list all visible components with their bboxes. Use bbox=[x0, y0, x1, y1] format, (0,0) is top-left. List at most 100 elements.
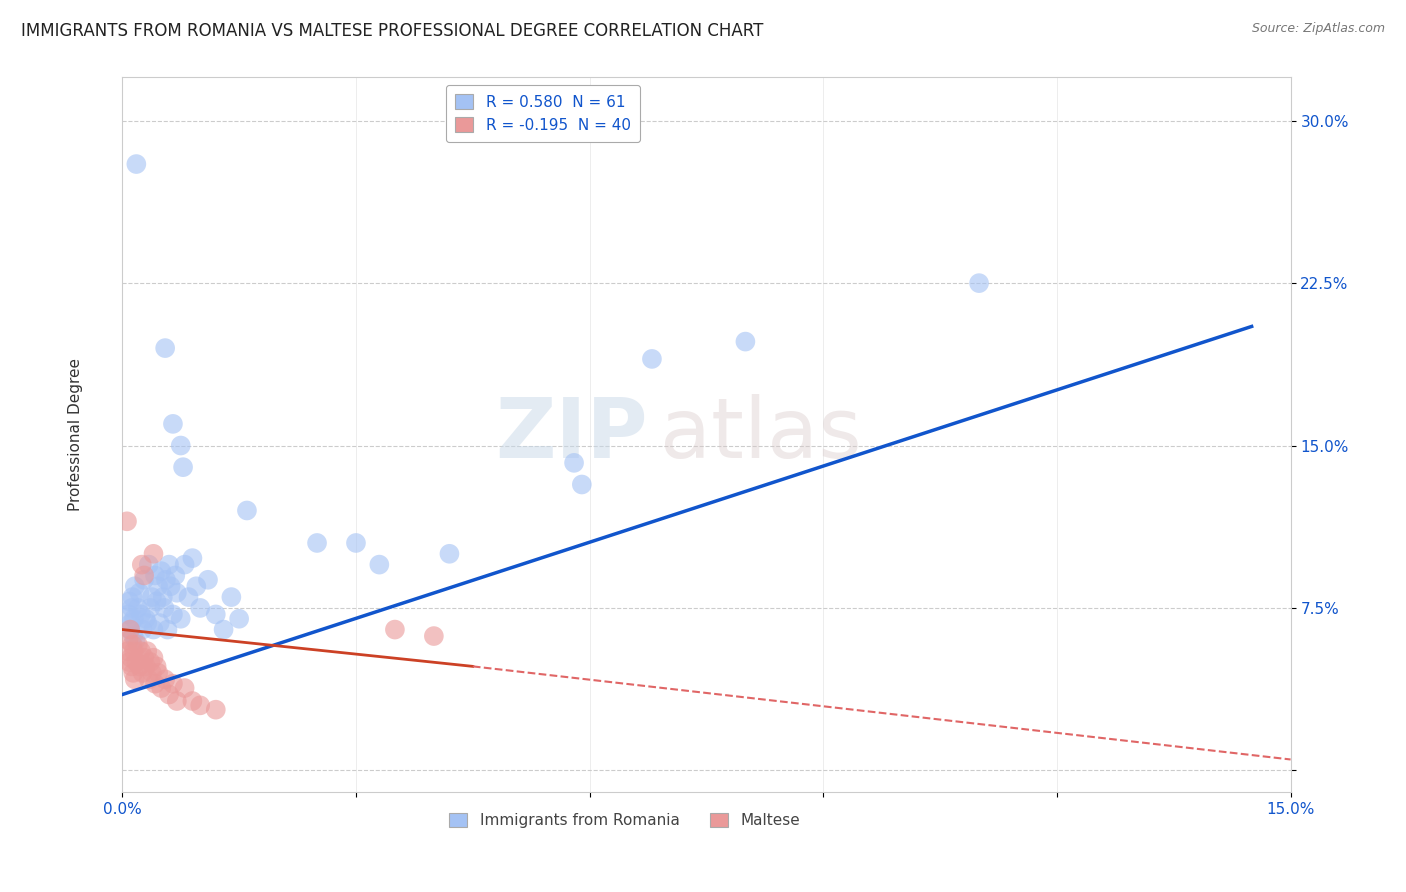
Point bbox=[141, 665, 163, 680]
Point bbox=[165, 568, 187, 582]
Point bbox=[571, 477, 593, 491]
Point bbox=[134, 650, 156, 665]
Point bbox=[177, 590, 200, 604]
Point bbox=[118, 594, 141, 608]
Point bbox=[120, 650, 142, 665]
Point bbox=[142, 547, 165, 561]
Point bbox=[128, 659, 150, 673]
Point bbox=[188, 601, 211, 615]
Point bbox=[152, 590, 174, 604]
Point bbox=[121, 659, 143, 673]
Point bbox=[172, 460, 194, 475]
Point bbox=[146, 665, 169, 680]
Point bbox=[162, 417, 184, 431]
Point bbox=[166, 586, 188, 600]
Point bbox=[118, 655, 141, 669]
Point bbox=[124, 579, 146, 593]
Point bbox=[236, 503, 259, 517]
Point bbox=[162, 607, 184, 622]
Point bbox=[142, 623, 165, 637]
Point bbox=[135, 612, 157, 626]
Point bbox=[129, 644, 152, 658]
Point bbox=[212, 623, 235, 637]
Point bbox=[127, 638, 149, 652]
Point bbox=[305, 536, 328, 550]
Point bbox=[181, 694, 204, 708]
Point bbox=[141, 590, 163, 604]
Point bbox=[139, 655, 162, 669]
Point bbox=[188, 698, 211, 713]
Point bbox=[384, 623, 406, 637]
Point bbox=[150, 564, 173, 578]
Point bbox=[121, 601, 143, 615]
Point bbox=[120, 623, 142, 637]
Point bbox=[204, 703, 226, 717]
Text: Professional Degree: Professional Degree bbox=[67, 359, 83, 511]
Point bbox=[124, 633, 146, 648]
Point bbox=[967, 276, 990, 290]
Point bbox=[138, 673, 160, 687]
Point bbox=[170, 438, 193, 452]
Point bbox=[562, 456, 585, 470]
Point bbox=[134, 568, 156, 582]
Text: Source: ZipAtlas.com: Source: ZipAtlas.com bbox=[1251, 22, 1385, 36]
Point bbox=[121, 590, 143, 604]
Point bbox=[344, 536, 367, 550]
Point bbox=[157, 558, 180, 572]
Point bbox=[153, 341, 176, 355]
Point bbox=[135, 659, 157, 673]
Point bbox=[131, 665, 153, 680]
Point bbox=[149, 616, 172, 631]
Point bbox=[186, 579, 208, 593]
Point bbox=[150, 681, 173, 695]
Point bbox=[125, 157, 148, 171]
Point bbox=[197, 573, 219, 587]
Legend: Immigrants from Romania, Maltese: Immigrants from Romania, Maltese bbox=[443, 806, 807, 834]
Point bbox=[117, 607, 139, 622]
Text: atlas: atlas bbox=[659, 394, 862, 475]
Point bbox=[439, 547, 461, 561]
Point bbox=[121, 638, 143, 652]
Point bbox=[131, 558, 153, 572]
Point bbox=[156, 623, 179, 637]
Point bbox=[153, 673, 176, 687]
Point bbox=[122, 665, 145, 680]
Point bbox=[204, 607, 226, 622]
Point bbox=[142, 650, 165, 665]
Point bbox=[162, 676, 184, 690]
Point bbox=[122, 612, 145, 626]
Point bbox=[128, 586, 150, 600]
Point bbox=[145, 659, 167, 673]
Point bbox=[155, 573, 177, 587]
Text: IMMIGRANTS FROM ROMANIA VS MALTESE PROFESSIONAL DEGREE CORRELATION CHART: IMMIGRANTS FROM ROMANIA VS MALTESE PROFE… bbox=[21, 22, 763, 40]
Point bbox=[125, 655, 148, 669]
Point bbox=[134, 573, 156, 587]
Point bbox=[139, 601, 162, 615]
Point bbox=[120, 616, 142, 631]
Point bbox=[136, 616, 159, 631]
Point bbox=[157, 688, 180, 702]
Point bbox=[368, 558, 391, 572]
Point bbox=[136, 644, 159, 658]
Point bbox=[734, 334, 756, 349]
Point bbox=[127, 601, 149, 615]
Point bbox=[423, 629, 446, 643]
Point bbox=[115, 514, 138, 528]
Point bbox=[117, 633, 139, 648]
Point bbox=[143, 568, 166, 582]
Point bbox=[181, 551, 204, 566]
Point bbox=[166, 694, 188, 708]
Point bbox=[146, 579, 169, 593]
Point bbox=[173, 681, 195, 695]
Point bbox=[153, 601, 176, 615]
Point bbox=[173, 558, 195, 572]
Point bbox=[122, 629, 145, 643]
Point bbox=[122, 644, 145, 658]
Point bbox=[143, 676, 166, 690]
Point bbox=[117, 644, 139, 658]
Point bbox=[221, 590, 243, 604]
Point bbox=[641, 351, 664, 366]
Point bbox=[170, 612, 193, 626]
Point bbox=[138, 558, 160, 572]
Text: ZIP: ZIP bbox=[495, 394, 648, 475]
